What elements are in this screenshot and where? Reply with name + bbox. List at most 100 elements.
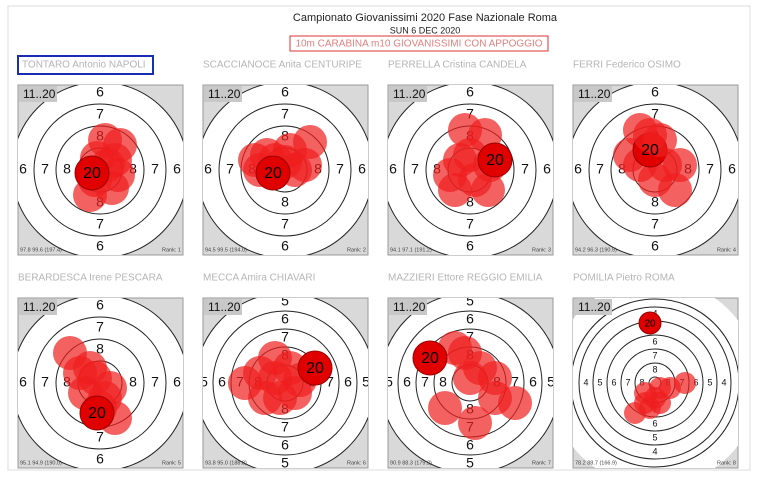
ring-label: 6 [96, 84, 104, 100]
ring-label: 7 [652, 350, 657, 360]
ring-label: 8 [63, 161, 71, 177]
ring [397, 310, 543, 456]
ring-label: 7 [96, 216, 104, 232]
ring-label: 5 [652, 432, 657, 442]
ring-label: 7 [521, 161, 529, 177]
target: 4444555566667777888820 [573, 298, 738, 468]
rank: Rank: 1 [162, 247, 181, 253]
ring-label: 7 [421, 374, 429, 390]
ring-label: 6 [19, 374, 27, 390]
series-bg [389, 299, 427, 315]
rank: Rank: 6 [347, 460, 366, 466]
shot-label: 20 [264, 165, 282, 182]
shot [453, 361, 487, 395]
rank: Rank: 2 [347, 247, 366, 253]
ring-label: 6 [19, 161, 27, 177]
ring-label: 7 [466, 216, 474, 232]
ring-label: 4 [721, 377, 726, 387]
shot [663, 148, 697, 182]
ring-label: 5 [466, 455, 474, 471]
shooter-name: PERRELLA Cristina CANDELA [388, 60, 527, 71]
ring [578, 306, 732, 460]
shooter-name: POMILIA Pietro ROMA [573, 273, 675, 284]
ring-label: 7 [336, 161, 344, 177]
shooter-name: MAZZIERI Ettore REGGIO EMILIA [388, 273, 543, 284]
target: 555566667777888820 [203, 293, 368, 471]
shot [297, 350, 333, 386]
ring-label: 6 [543, 161, 551, 177]
title: Campionato Giovanissimi 2020 Fase Nazion… [293, 12, 558, 24]
ring-label: 6 [693, 377, 698, 387]
ring-label: 5 [281, 455, 289, 471]
ring-label: 6 [96, 297, 104, 313]
ring [212, 310, 358, 456]
shot [498, 386, 532, 420]
rank: Rank: 8 [717, 460, 736, 466]
ring-label: 7 [41, 374, 49, 390]
rank: Rank: 3 [532, 247, 551, 253]
ring-label: 6 [652, 418, 657, 428]
shot [412, 340, 448, 376]
rank: Rank: 4 [717, 247, 736, 253]
ring-label: 6 [96, 238, 104, 254]
shot [638, 311, 662, 335]
shot-label: 20 [486, 152, 504, 169]
shot [638, 163, 672, 197]
ring-label: 6 [466, 84, 474, 100]
ring-label: 7 [326, 374, 334, 390]
ring [33, 316, 167, 450]
ring-label: 7 [41, 161, 49, 177]
ring-label: 6 [281, 437, 289, 453]
series-bg [574, 299, 612, 315]
series-bg [19, 299, 57, 315]
ring-label: 6 [529, 374, 537, 390]
ring-label: 8 [652, 364, 657, 374]
shot-label: 20 [83, 165, 101, 182]
rank: Rank: 5 [162, 460, 181, 466]
shot [633, 118, 667, 152]
target: 66667777888820 [388, 84, 553, 255]
ring [606, 334, 704, 432]
shot-label: 20 [306, 360, 324, 377]
ring-label: 6 [281, 238, 289, 254]
ring-label: 7 [151, 374, 159, 390]
ring-label: 6 [403, 374, 411, 390]
ring-label: 7 [96, 429, 104, 445]
series-bg [204, 86, 242, 102]
ring-label: 6 [173, 374, 181, 390]
ring-label: 7 [96, 106, 104, 122]
series-label: 11..20 [23, 87, 56, 101]
series-label: 11..20 [393, 87, 426, 101]
ring-label: 8 [281, 194, 289, 210]
date: SUN 6 DEC 2020 [390, 25, 461, 35]
event-box [289, 35, 549, 52]
shot [471, 173, 505, 207]
series-label: 11..20 [578, 87, 611, 101]
series-label: 11..20 [23, 300, 56, 314]
ring-label: 6 [652, 336, 657, 346]
ring-label: 5 [281, 293, 289, 309]
ring-label: 6 [651, 238, 659, 254]
ring [218, 103, 352, 237]
ring-label: 7 [596, 161, 604, 177]
shot [428, 391, 462, 425]
shot-label: 20 [421, 350, 439, 367]
series-label: 11..20 [393, 300, 426, 314]
ring-label: 6 [466, 311, 474, 327]
selected-box [17, 55, 154, 75]
shooter-name: FERRI Federico OSIMO [573, 60, 681, 71]
target: 66667777888820 [573, 85, 738, 255]
series-bg [204, 299, 242, 315]
ring [240, 125, 330, 215]
ring-label: 7 [625, 377, 630, 387]
ring-label: 6 [728, 161, 736, 177]
ring-label: 4 [652, 446, 657, 456]
shooter-name: BERARDESCA Irene PESCARA [18, 273, 163, 284]
shot-label: 20 [644, 319, 656, 330]
event: 10m CARABINA m10 GIOVANISSIMI CON APPOGG… [295, 39, 542, 50]
ring-label: 7 [151, 161, 159, 177]
series-label: 11..20 [208, 300, 241, 314]
ring-label: 6 [389, 161, 397, 177]
target: 66667777888820 [203, 85, 368, 255]
ring-label: 6 [466, 437, 474, 453]
